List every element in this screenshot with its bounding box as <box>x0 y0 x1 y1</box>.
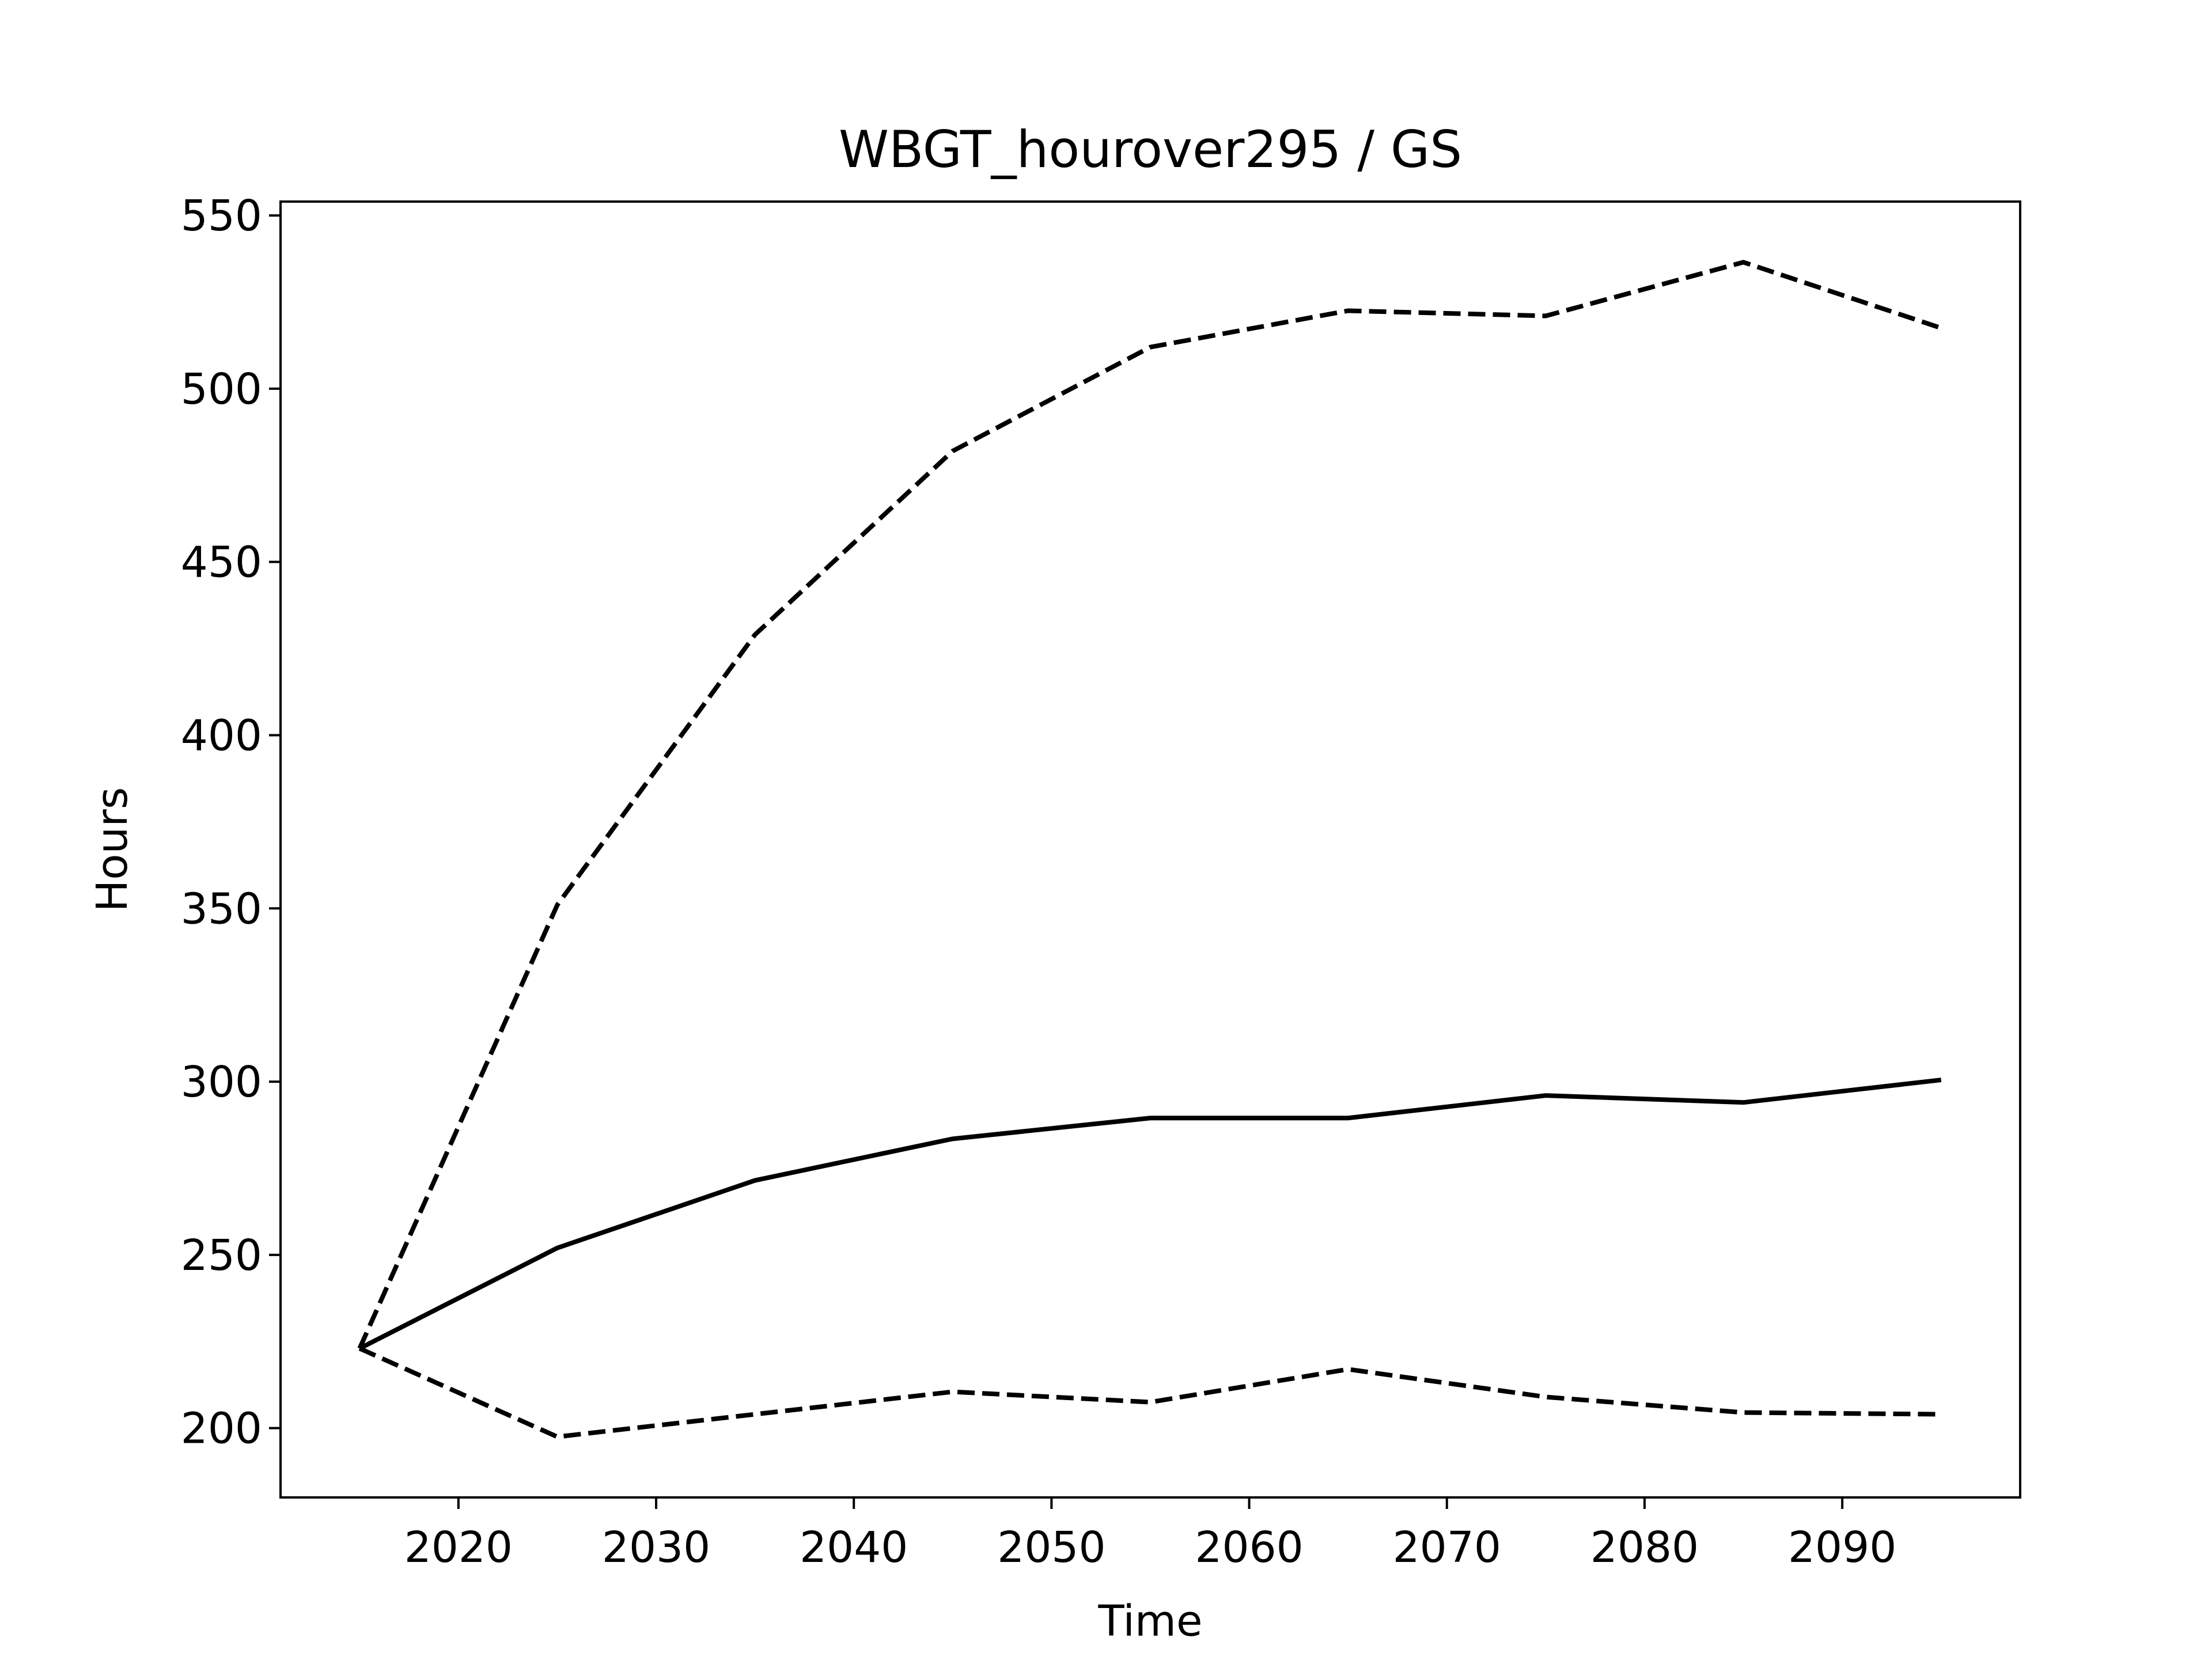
x-tick-label: 2060 <box>1195 1523 1303 1572</box>
y-tick-label: 550 <box>181 191 262 241</box>
x-tick-label: 2040 <box>800 1523 908 1572</box>
x-tick-label: 2050 <box>997 1523 1105 1572</box>
y-tick-label: 250 <box>181 1231 262 1280</box>
x-axis-label: Time <box>1097 1596 1202 1646</box>
y-tick-label: 200 <box>181 1404 262 1454</box>
y-tick-label: 300 <box>181 1057 262 1107</box>
y-axis-label: Hours <box>88 787 137 912</box>
y-tick-label: 500 <box>181 365 262 414</box>
x-tick-label: 2020 <box>404 1523 513 1572</box>
plot-frame <box>279 200 2021 1499</box>
y-tick-label: 350 <box>181 884 262 934</box>
y-tick-label: 450 <box>181 538 262 587</box>
line-series <box>357 260 1942 1349</box>
line-series <box>358 1078 1942 1351</box>
chart-title: WBGT_hourover295 / GS <box>839 120 1462 179</box>
x-tick-label: 2030 <box>602 1523 710 1572</box>
y-tick-label: 400 <box>181 711 262 760</box>
x-tick-label: 2090 <box>1788 1523 1896 1572</box>
x-tick-label: 2070 <box>1393 1523 1501 1572</box>
line-series <box>358 1346 1941 1439</box>
x-tick-label: 2080 <box>1590 1523 1699 1572</box>
